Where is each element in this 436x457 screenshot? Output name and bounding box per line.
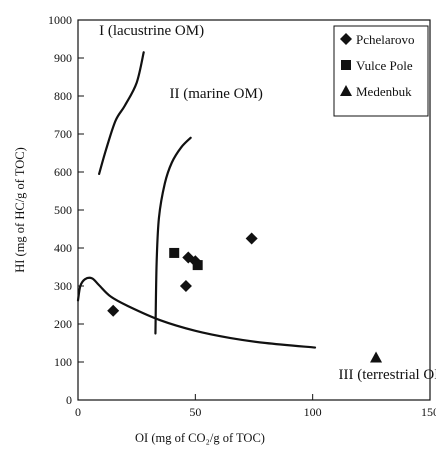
point-diamond [245,232,258,245]
x-axis-title: OI (mg of CO₂/g of TOC) [135,431,265,445]
x-tick-label: 150 [421,405,436,419]
y-axis-title: HI (mg of HC/g of TOC) [13,147,27,273]
region-labels: I (lacustrine OM) II (marine OM) III (terr… [99,23,436,383]
y-tick-label: 200 [54,317,72,331]
legend-marker-square [341,60,351,70]
legend-marker-diamond [340,33,352,45]
legend-label: Medenbuk [356,84,412,99]
point-diamond [107,304,120,317]
y-tick-label: 900 [54,51,72,65]
axis-ticks [77,19,431,401]
y-tick-label: 100 [54,355,72,369]
curve-type-I [98,51,145,175]
y-axis-tick-labels: 0 100 200 300 400 500 600 700 800 900 1000 [48,13,72,407]
point-diamond [179,280,192,292]
y-tick-label: 400 [54,241,72,255]
region-label: II (marine OM) [170,86,263,102]
x-axis-tick-labels: 0 50 100 150 [75,405,436,419]
region-label: III (terrestrial OM) [338,367,436,383]
point-square [192,260,203,271]
legend-label: Vulce Pole [356,58,413,73]
x-tick-label: 100 [304,405,322,419]
y-tick-label: 0 [66,393,72,407]
region-label: I (lacustrine OM) [99,23,204,39]
curve-type-III [76,276,317,349]
data-points [107,232,383,363]
point-square [169,247,180,258]
legend: Pchelarovo Vulce Pole Medenbuk [333,25,429,117]
kerogen-boundary-curves [76,51,317,349]
y-tick-label: 700 [54,127,72,141]
curve-type-II [154,136,192,335]
x-tick-label: 0 [75,405,81,419]
x-tick-label: 50 [189,405,201,419]
point-triangle [370,351,383,363]
legend-marker-triangle [340,85,352,96]
y-tick-label: 300 [54,279,72,293]
y-tick-label: 1000 [48,13,72,27]
y-tick-label: 500 [54,203,72,217]
y-tick-label: 600 [54,165,72,179]
legend-label: Pchelarovo [356,32,414,47]
y-tick-label: 800 [54,89,72,103]
